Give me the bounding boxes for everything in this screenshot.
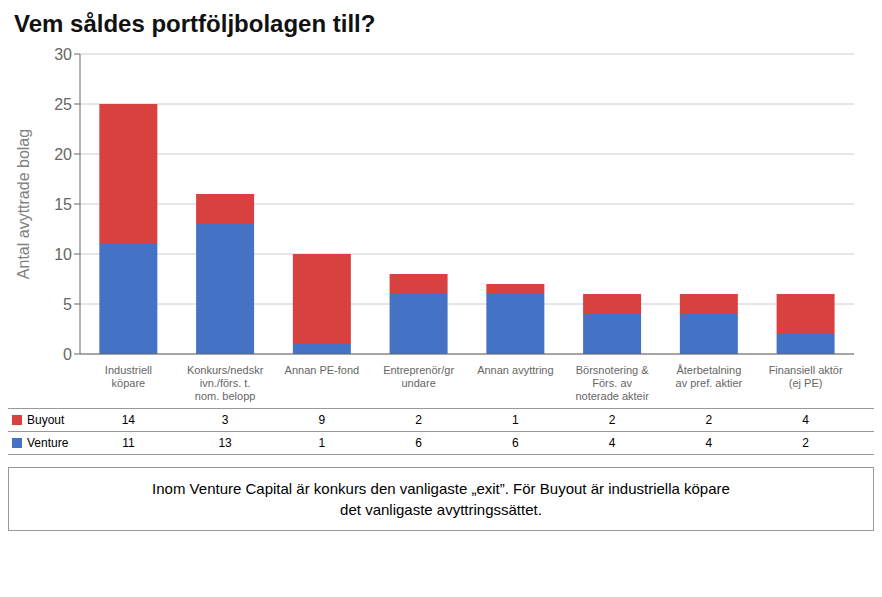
- svg-text:Finansiell aktör(ej PE): Finansiell aktör(ej PE): [769, 364, 843, 389]
- svg-text:5: 5: [63, 296, 72, 313]
- svg-text:Konkurs/nedskrivn./förs. t.nom: Konkurs/nedskrivn./förs. t.nom. belopp: [187, 364, 264, 402]
- svg-text:Annan PE-fond: Annan PE-fond: [285, 364, 360, 376]
- svg-text:20: 20: [54, 146, 72, 163]
- html-text:Inom Venture Capital är konkur: Inom Venture Capital är konkurs den vanl…: [152, 480, 730, 518]
- html-text:9: 9: [318, 413, 326, 427]
- html-text:4: 4: [705, 436, 713, 450]
- svg-text:Återbetalningav pref. aktier: Återbetalningav pref. aktier: [676, 364, 743, 389]
- html-text:2: 2: [608, 413, 616, 427]
- html-text:2: 2: [415, 413, 422, 427]
- html-text:1: 1: [512, 413, 519, 427]
- svg-text:25: 25: [54, 96, 72, 113]
- svg-text:30: 30: [54, 46, 72, 63]
- html-text:3: 3: [221, 413, 229, 427]
- html-text:14: 14: [121, 413, 135, 427]
- svg-text:Entreprenör/grundare: Entreprenör/grundare: [383, 364, 454, 389]
- html-text:Buyout: Buyout: [27, 413, 65, 427]
- svg-text:Antal avyttrade bolag: Antal avyttrade bolag: [15, 129, 32, 279]
- html-text:11: 11: [122, 436, 135, 450]
- svg-text:15: 15: [54, 196, 72, 213]
- html-text:6: 6: [512, 436, 519, 450]
- svg-text:Börsnotering &Förs. avnoterade: Börsnotering &Förs. avnoterade akteir: [575, 364, 649, 402]
- html-text:2: 2: [705, 413, 713, 427]
- html-text:4: 4: [802, 413, 809, 427]
- html-text:2: 2: [802, 436, 809, 450]
- html-text:Venture: Venture: [27, 436, 69, 450]
- svg-text:Industriellköpare: Industriellköpare: [105, 364, 152, 389]
- svg-text:Annan avyttring: Annan avyttring: [477, 364, 553, 376]
- svg-text:0: 0: [63, 346, 72, 363]
- html-text:6: 6: [415, 436, 422, 450]
- html-text:Vem såldes portföljbolagen til: Vem såldes portföljbolagen till?: [14, 10, 376, 37]
- svg-text:10: 10: [54, 246, 72, 263]
- html-text:1: 1: [318, 436, 326, 450]
- html-text:13: 13: [218, 436, 232, 450]
- html-text:4: 4: [608, 436, 616, 450]
